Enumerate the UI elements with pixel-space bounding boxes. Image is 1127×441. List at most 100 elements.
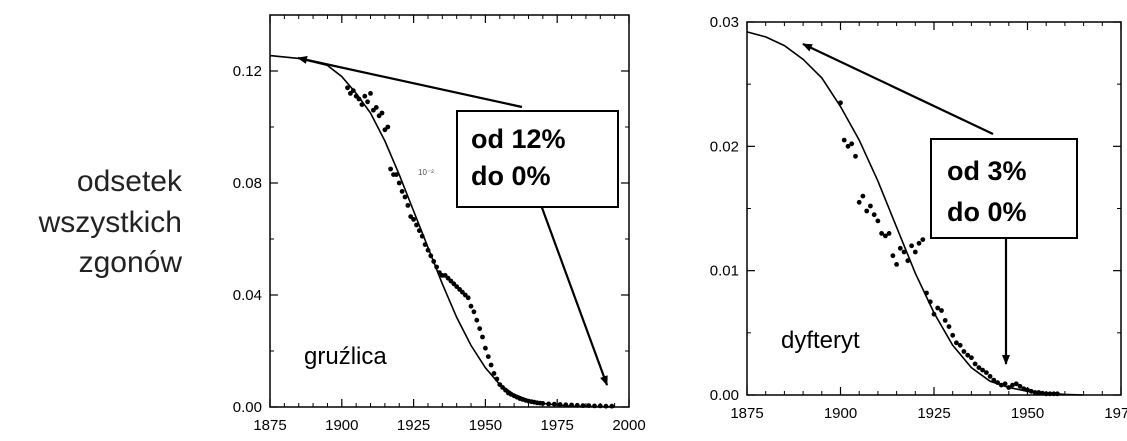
data-point [425, 247, 431, 253]
x-tick-label: 1975 [541, 417, 574, 434]
data-point [488, 362, 494, 368]
data-point [414, 222, 419, 228]
data-point [871, 212, 877, 218]
data-point [546, 401, 551, 407]
data-point [345, 85, 350, 91]
data-point [931, 311, 937, 317]
data-point [912, 249, 918, 255]
arrow-to-start [297, 56, 523, 109]
data-point [557, 402, 563, 407]
data-point [368, 91, 373, 96]
data-point [379, 110, 385, 116]
x-tick-label: 1950 [469, 417, 502, 434]
x-tick-label: 1875 [253, 417, 286, 434]
data-point [428, 253, 434, 259]
y-axis-label: odsetek wszystkich zgonów [38, 165, 183, 279]
data-point [431, 259, 437, 264]
data-point [485, 354, 491, 359]
x-tick-label: 1925 [397, 417, 430, 434]
x-tick-label: 1875 [730, 405, 763, 422]
y-axis-label-line-1: odsetek [77, 165, 183, 198]
y-tick-label: 0.00 [233, 399, 262, 416]
data-point [434, 264, 439, 270]
data-point [998, 382, 1004, 388]
data-point [1036, 390, 1042, 395]
data-point [905, 258, 911, 264]
data-point [856, 199, 862, 205]
data-point [396, 180, 402, 186]
data-point [540, 401, 546, 406]
data-point [1040, 390, 1045, 396]
y-tick-label: 0.00 [710, 387, 739, 404]
x-tick-label: 1975 [1104, 405, 1127, 422]
data-point [946, 324, 952, 329]
x-tick-label: 1925 [917, 405, 950, 422]
data-point [916, 240, 922, 246]
arrow-to-end [539, 204, 609, 386]
annotation-line-1: od 12% [471, 124, 566, 154]
data-point [957, 342, 963, 348]
axis-ticks: 1875 1900 1925 1950 1975 2000 0.00 0.04 0.08 0.12 [233, 15, 646, 434]
data-point [1055, 391, 1060, 397]
data-point [422, 242, 428, 248]
axis-ticks: 1875 1900 1925 1950 1975 0.00 0.01 0.02 0.03 [710, 14, 1127, 422]
y-tick-label: 0.01 [710, 263, 739, 280]
data-point [609, 403, 615, 409]
data-point [399, 189, 405, 194]
data-point [961, 349, 967, 354]
data-point [980, 367, 985, 373]
data-point [1047, 391, 1053, 397]
data-point [474, 317, 480, 323]
annotation-arrows [297, 56, 609, 386]
x-tick-label: 1900 [824, 405, 857, 422]
data-point [416, 228, 422, 234]
data-point [1017, 383, 1023, 389]
y-tick-label: 0.08 [233, 175, 262, 192]
data-point [1010, 382, 1015, 388]
y-tick-label: 0.03 [710, 14, 739, 31]
data-point [838, 100, 843, 106]
data-point [405, 203, 411, 208]
data-point [411, 217, 416, 222]
data-point [586, 403, 592, 408]
data-point [972, 361, 978, 367]
annotation-box: od 12% do 0% [456, 110, 619, 208]
y-tick-label: 0.02 [710, 138, 739, 155]
data-point [901, 249, 907, 255]
data-point [845, 143, 851, 149]
data-point [359, 102, 365, 107]
x-tick-label: 1900 [325, 417, 358, 434]
data-point [362, 93, 368, 99]
data-point [976, 365, 982, 370]
data-point [388, 166, 393, 172]
data-point [1002, 381, 1008, 387]
data-point [419, 233, 425, 239]
data-point [471, 309, 477, 315]
data-point [927, 299, 933, 305]
annotation-line-2: do 0% [947, 197, 1027, 227]
data-point [592, 403, 597, 409]
y-axis-label-line-3: zgonów [79, 246, 183, 279]
data-point [603, 403, 609, 409]
data-point [965, 352, 971, 358]
data-point [483, 345, 488, 351]
data-point [394, 172, 399, 178]
data-point [954, 340, 959, 346]
data-point [841, 137, 847, 143]
stray-axis-label: 10⁻² [418, 168, 434, 177]
data-point [1028, 388, 1034, 394]
y-axis-label-line-2: wszystkich [38, 206, 182, 239]
x-tick-label: 1950 [1011, 405, 1044, 422]
data-point [597, 403, 603, 409]
data-point [897, 245, 903, 251]
data-point [1025, 387, 1030, 393]
data-point [950, 332, 956, 338]
data-point [1013, 381, 1019, 387]
data-point [1051, 391, 1057, 397]
y-tick-label: 0.12 [233, 63, 262, 80]
data-point [350, 88, 356, 93]
data-point [868, 203, 873, 209]
data-point [995, 380, 1000, 385]
series-label-gruzlica: gruźlica [304, 343, 387, 370]
chart-dyfteryt: 1875 1900 1925 1950 1975 0.00 0.01 0.02 0.03 od … [710, 14, 1127, 422]
